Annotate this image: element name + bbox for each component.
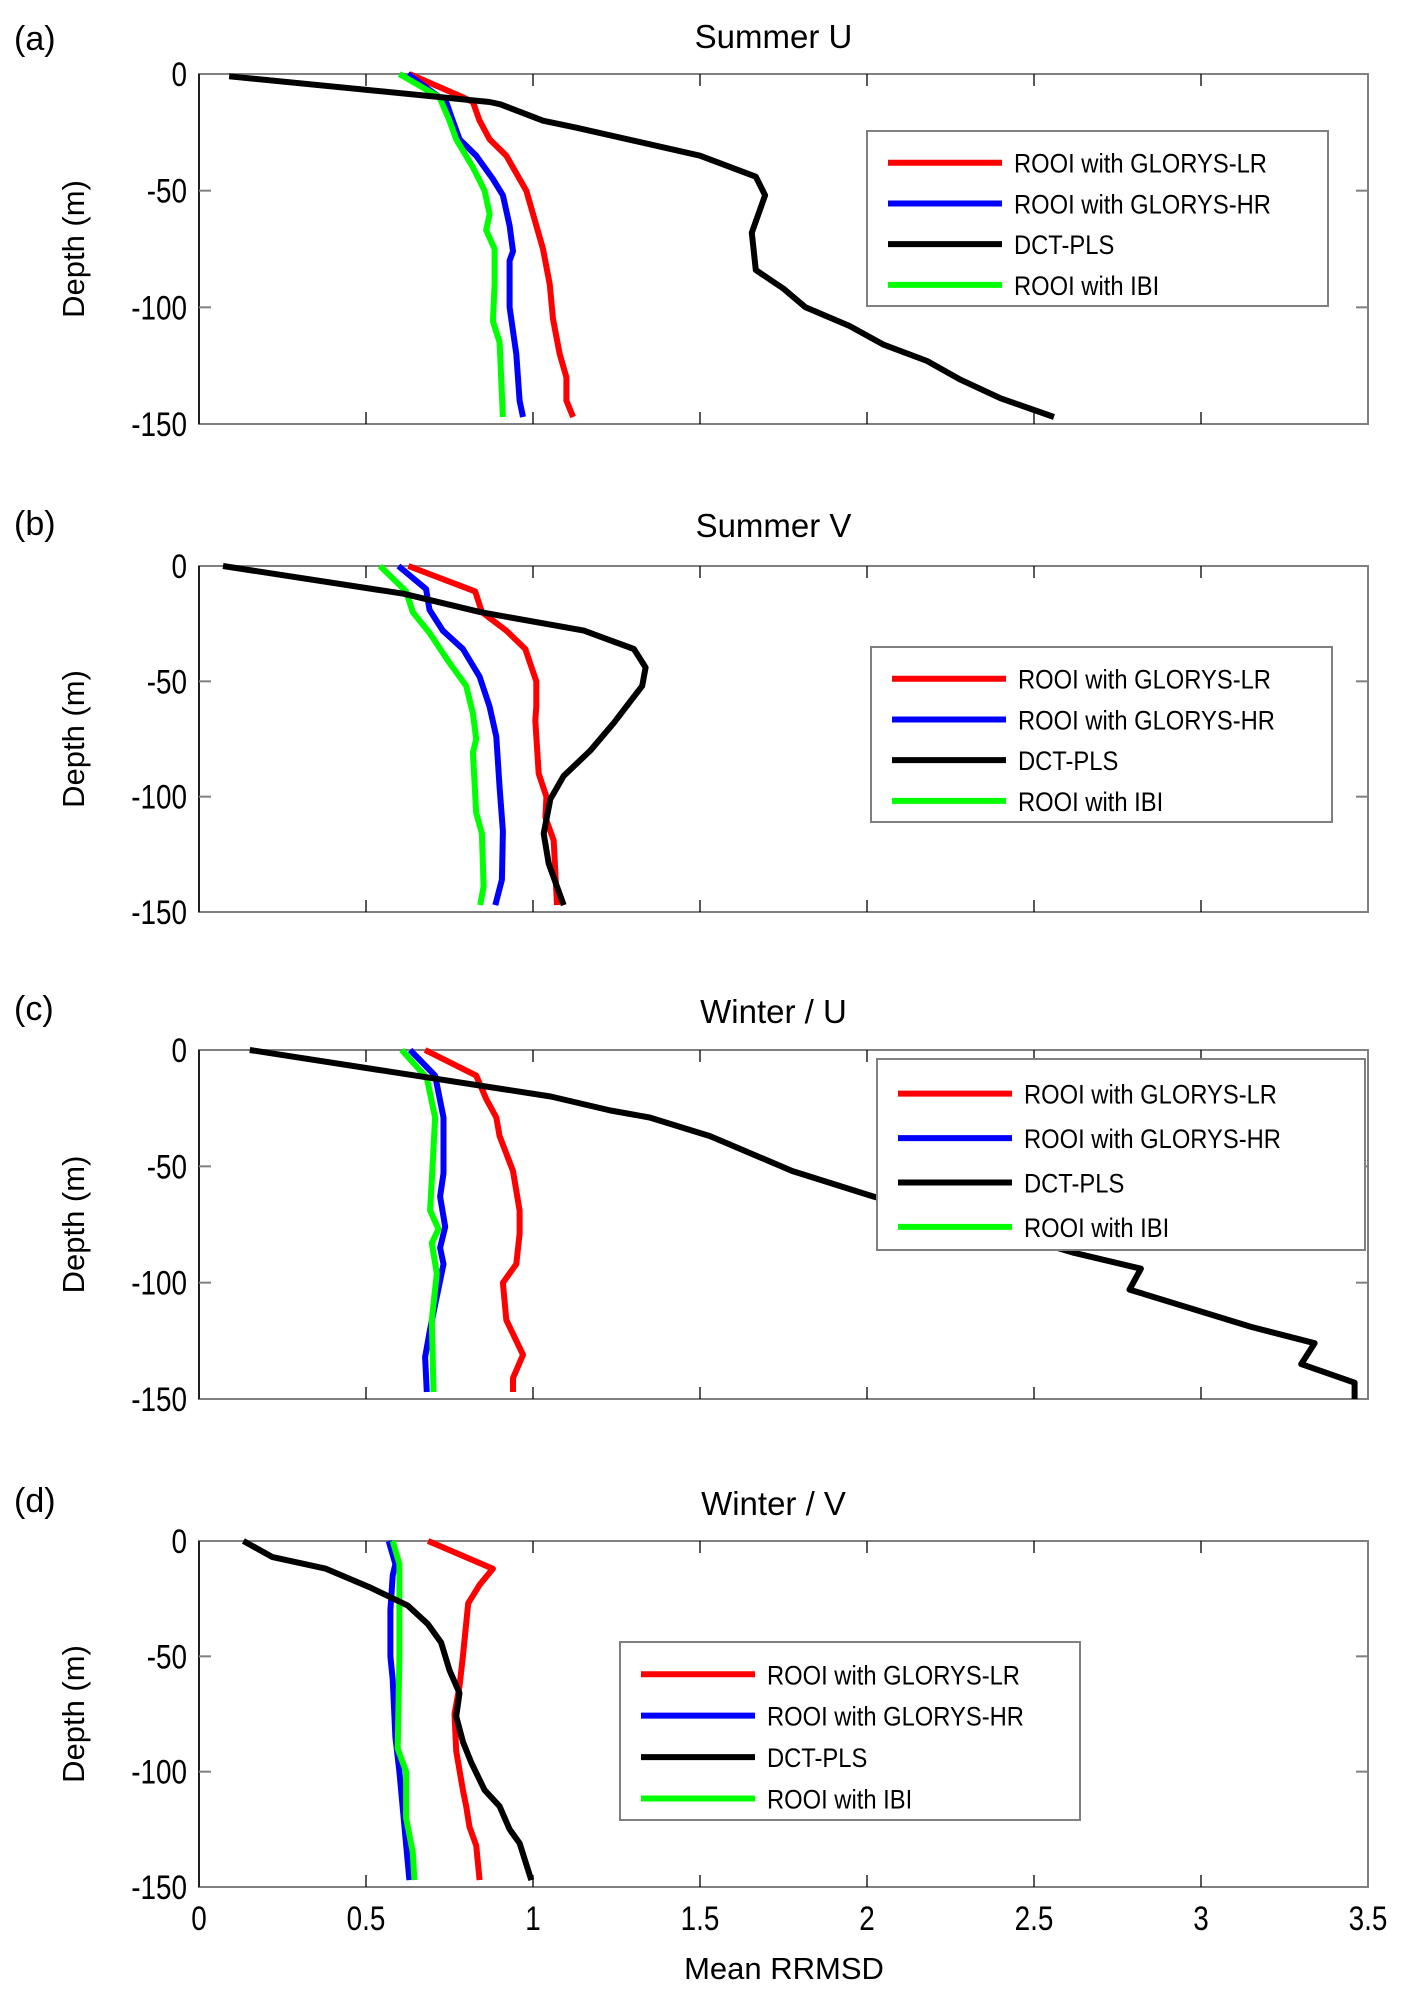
series-line-rooi-with-glorys-lr xyxy=(408,71,576,419)
series-line-rooi-with-glorys-lr xyxy=(423,1047,526,1392)
legend: ROOI with GLORYS-LR ROOI with GLORYS-HR DC… xyxy=(876,1058,1366,1251)
legend-label: ROOI with GLORYS-LR xyxy=(1024,1080,1277,1110)
y-tick-label: -50 xyxy=(147,1638,187,1676)
legend-label: ROOI with GLORYS-HR xyxy=(1024,1125,1281,1155)
legend-item: DCT-PLS xyxy=(892,747,1118,777)
y-tick-label: -150 xyxy=(131,405,187,443)
legend-item: ROOI with GLORYS-HR xyxy=(888,190,1271,220)
legend-item: ROOI with GLORYS-HR xyxy=(892,706,1275,736)
series-line-rooi-with-glorys-hr xyxy=(396,563,506,906)
legend-label: ROOI with IBI xyxy=(767,1785,912,1815)
panels: (a) Summer U 0 -50 -100 -150 Depth (m) ROOI wit… xyxy=(14,18,1387,1938)
panel-title: Summer V xyxy=(696,507,852,544)
legend-item: ROOI with IBI xyxy=(898,1214,1169,1244)
legend-item: DCT-PLS xyxy=(641,1744,867,1774)
x-tick-label: 0 xyxy=(191,1899,207,1937)
legend-label: ROOI with GLORYS-HR xyxy=(767,1702,1024,1732)
legend-item: ROOI with IBI xyxy=(641,1785,912,1815)
series-line-rooi-with-glorys-lr xyxy=(426,1538,496,1881)
series-line-dct-pls xyxy=(222,563,649,907)
x-tick-label: 2 xyxy=(859,1899,875,1937)
y-tick-label: -150 xyxy=(131,893,187,931)
legend-label: DCT-PLS xyxy=(1014,231,1114,261)
series-line-rooi-with-ibi xyxy=(377,563,487,906)
legend-label: ROOI with IBI xyxy=(1014,271,1159,301)
panel-d: (d) Winter / V 0 0.5 1 1.5 2 2.5 3 3.5 0 -50 -100 -15… xyxy=(14,1482,1387,1938)
y-tick-label: -150 xyxy=(131,1868,187,1906)
panel-title: Winter / U xyxy=(700,993,847,1030)
y-tick-label: 0 xyxy=(171,1522,187,1560)
panel-b: (b) Summer V 0 -50 -100 -150 Depth (m) ROOI wit… xyxy=(14,505,1369,932)
panel-letter: (c) xyxy=(14,990,54,1028)
x-tick-label: 3 xyxy=(1193,1899,1209,1937)
legend-label: ROOI with GLORYS-LR xyxy=(767,1661,1020,1691)
y-tick-label: -50 xyxy=(147,172,187,210)
legend-label: DCT-PLS xyxy=(1024,1169,1124,1199)
panel-letter: (a) xyxy=(14,20,56,58)
legend: ROOI with GLORYS-LR ROOI with GLORYS-HR DC… xyxy=(866,130,1329,307)
x-tick-label: 3.5 xyxy=(1349,1899,1388,1937)
panel-c: (c) Winter / U 0 -50 -100 -150 Depth (m) ROOI w… xyxy=(14,990,1369,1419)
legend-item: ROOI with GLORYS-LR xyxy=(898,1080,1277,1110)
y-tick-label: -100 xyxy=(131,778,187,816)
legend-item: ROOI with IBI xyxy=(892,787,1163,817)
legend-item: DCT-PLS xyxy=(888,231,1114,261)
x-tick-label: 1 xyxy=(525,1899,541,1937)
series-line-rooi-with-glorys-hr xyxy=(385,1540,413,1881)
legend-label: ROOI with GLORYS-LR xyxy=(1018,665,1271,695)
panel-letter: (d) xyxy=(14,1482,56,1520)
legend-item: ROOI with GLORYS-LR xyxy=(641,1661,1020,1691)
series-line-rooi-with-glorys-hr xyxy=(407,1047,449,1393)
legend-label: ROOI with IBI xyxy=(1018,787,1163,817)
legend-item: ROOI with GLORYS-HR xyxy=(641,1702,1024,1732)
x-tick-label: 0.5 xyxy=(347,1899,386,1937)
y-axis-label: Depth (m) xyxy=(56,180,91,318)
series-line-rooi-with-ibi xyxy=(399,1047,442,1393)
panel-title: Summer U xyxy=(695,18,853,55)
legend-label: ROOI with GLORYS-HR xyxy=(1014,190,1271,220)
panel-title: Winter / V xyxy=(701,1485,846,1522)
series-line-dct-pls xyxy=(241,1538,535,1882)
y-axis-label: Depth (m) xyxy=(56,670,91,808)
panel-a: (a) Summer U 0 -50 -100 -150 Depth (m) ROOI wit… xyxy=(14,18,1369,444)
y-tick-label: -50 xyxy=(147,663,187,701)
legend-label: ROOI with GLORYS-LR xyxy=(1014,149,1267,179)
y-tick-label: -50 xyxy=(147,1148,187,1186)
legend-item: ROOI with GLORYS-LR xyxy=(888,149,1267,179)
y-tick-label: -100 xyxy=(131,289,187,327)
legend-label: ROOI with GLORYS-HR xyxy=(1018,706,1275,736)
y-tick-label: 0 xyxy=(171,55,187,93)
y-axis-label: Depth (m) xyxy=(56,1645,91,1783)
y-tick-label: -150 xyxy=(131,1380,187,1418)
y-tick-label: 0 xyxy=(171,547,187,585)
legend-label: DCT-PLS xyxy=(1018,747,1118,777)
y-axis-label: Depth (m) xyxy=(56,1156,91,1294)
x-axis-label: Mean RRMSD xyxy=(684,1951,884,1986)
series-line-rooi-with-glorys-hr xyxy=(406,71,526,418)
legend-item: ROOI with GLORYS-HR xyxy=(898,1125,1281,1155)
series-line-rooi-with-ibi xyxy=(389,1540,418,1881)
legend-item: ROOI with GLORYS-LR xyxy=(892,665,1271,695)
y-tick-label: -100 xyxy=(131,1264,187,1302)
legend-item: ROOI with IBI xyxy=(888,271,1159,301)
legend-label: DCT-PLS xyxy=(767,1744,867,1774)
x-tick-label: 2.5 xyxy=(1015,1899,1054,1937)
x-tick-label: 1.5 xyxy=(681,1899,720,1937)
legend: ROOI with GLORYS-LR ROOI with GLORYS-HR DC… xyxy=(619,1641,1081,1821)
legend-label: ROOI with IBI xyxy=(1024,1214,1169,1244)
series-line-dct-pls xyxy=(228,73,1055,420)
legend-item: DCT-PLS xyxy=(898,1169,1124,1199)
legend: ROOI with GLORYS-LR ROOI with GLORYS-HR DC… xyxy=(870,646,1333,823)
y-tick-label: -100 xyxy=(131,1753,187,1791)
y-tick-label: 0 xyxy=(171,1031,187,1069)
panel-letter: (b) xyxy=(14,505,56,543)
series-line-rooi-with-ibi xyxy=(397,71,506,418)
